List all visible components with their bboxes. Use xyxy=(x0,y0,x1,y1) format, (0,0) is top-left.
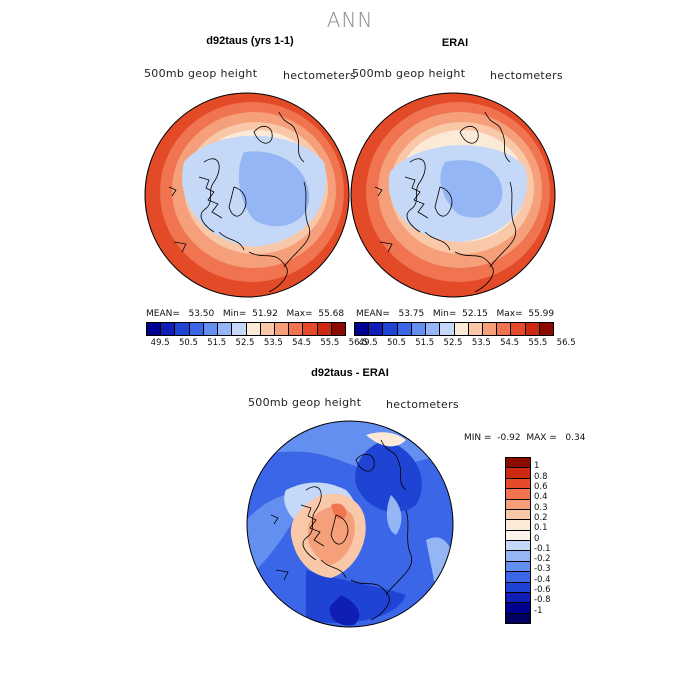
colorbar-swatch xyxy=(525,323,540,335)
colorbar-diff-ticks: 1 0.8 0.6 0.4 0.3 0.2 0.1 0 -0.1 -0.2 -0.3 -0.4 -0.6… xyxy=(534,457,574,622)
colorbar-swatch xyxy=(397,323,412,335)
colorbar-swatch xyxy=(506,499,530,510)
colorbar-tick-label: 49.5 xyxy=(358,338,378,348)
colorbar-tick-label: 0.6 xyxy=(534,481,548,492)
colorbar-right xyxy=(354,322,554,336)
colorbar-swatch xyxy=(506,468,530,479)
colorbar-swatch xyxy=(426,323,441,335)
polar-map-left xyxy=(144,92,350,298)
colorbar-swatch xyxy=(506,572,530,583)
colorbar-tick-label: 49.5 xyxy=(150,338,170,348)
colorbar-swatch xyxy=(497,323,512,335)
colorbar-swatch xyxy=(511,323,526,335)
colorbar-swatch xyxy=(303,323,318,335)
colorbar-right-ticks: 49.5 50.5 51.5 52.5 53.5 54.5 55.5 56.5 xyxy=(354,338,576,350)
colorbar-swatch xyxy=(468,323,483,335)
colorbar-swatch xyxy=(506,489,530,500)
colorbar-swatch xyxy=(369,323,384,335)
colorbar-swatch xyxy=(147,323,162,335)
colorbar-diff xyxy=(505,457,531,624)
colorbar-swatch xyxy=(506,582,530,593)
colorbar-swatch xyxy=(506,551,530,562)
colorbar-swatch xyxy=(355,323,370,335)
colorbar-tick-label: 0.3 xyxy=(534,502,548,513)
colorbar-tick-label: 1 xyxy=(534,461,540,472)
colorbar-swatch xyxy=(506,603,530,614)
colorbar-tick-label: 51.5 xyxy=(415,338,435,348)
colorbar-tick-label: 52.5 xyxy=(235,338,255,348)
colorbar-swatch xyxy=(161,323,176,335)
colorbar-tick-label: -0.8 xyxy=(534,595,551,606)
colorbar-tick-label: 56.5 xyxy=(556,338,576,348)
panel-title-right: ERAI xyxy=(441,37,469,49)
colorbar-swatch xyxy=(506,478,530,490)
colorbar-left xyxy=(146,322,346,336)
colorbar-tick-label: 50.5 xyxy=(178,338,198,348)
colorbar-swatch xyxy=(411,323,427,335)
stats-right: MEAN= 53.75 Min= 52.15 Max= 55.99 xyxy=(356,309,555,319)
colorbar-swatch xyxy=(506,561,530,573)
colorbar-swatch xyxy=(232,323,247,335)
colorbar-tick-label: 55.5 xyxy=(320,338,340,348)
colorbar-swatch xyxy=(482,323,498,335)
colorbar-swatch xyxy=(383,323,398,335)
colorbar-tick-label: 0.4 xyxy=(534,492,548,503)
colorbar-swatch xyxy=(218,323,233,335)
colorbar-swatch xyxy=(506,520,530,531)
main-title: ANN xyxy=(326,8,374,32)
diff-units-label: hectometers xyxy=(386,398,459,411)
colorbar-swatch xyxy=(203,323,219,335)
colorbar-swatch xyxy=(246,323,261,335)
colorbar-swatch xyxy=(506,509,530,521)
colorbar-swatch xyxy=(506,613,530,623)
colorbar-tick-label: 51.5 xyxy=(207,338,227,348)
colorbar-tick-label: -0.6 xyxy=(534,585,551,596)
panel-right-units-label: hectometers xyxy=(490,69,563,82)
colorbar-tick-label: -0.4 xyxy=(534,574,551,585)
diff-stats: MIN = -0.92 MAX = 0.34 xyxy=(464,433,586,443)
colorbar-tick-label: 53.5 xyxy=(471,338,491,348)
colorbar-swatch xyxy=(539,323,554,335)
colorbar-swatch xyxy=(274,323,290,335)
colorbar-swatch xyxy=(506,592,530,604)
colorbar-swatch xyxy=(175,323,190,335)
colorbar-swatch xyxy=(331,323,346,335)
colorbar-tick-label: 0.2 xyxy=(534,512,548,523)
colorbar-tick-label: 53.5 xyxy=(263,338,283,348)
stats-left: MEAN= 53.50 Min= 51.92 Max= 55.68 xyxy=(146,309,345,319)
colorbar-swatch xyxy=(506,530,530,541)
colorbar-left-ticks: 49.5 50.5 51.5 52.5 53.5 54.5 55.5 56.5 xyxy=(146,338,368,350)
colorbar-tick-label: 54.5 xyxy=(500,338,520,348)
colorbar-swatch xyxy=(289,323,304,335)
colorbar-tick-label: 50.5 xyxy=(386,338,406,348)
colorbar-tick-label: 0.1 xyxy=(534,523,548,534)
colorbar-tick-label: -0.3 xyxy=(534,564,551,575)
colorbar-swatch xyxy=(440,323,455,335)
colorbar-tick-label: -0.1 xyxy=(534,543,551,554)
colorbar-tick-label: 0.8 xyxy=(534,471,548,482)
colorbar-swatch xyxy=(506,541,530,552)
diff-variable-label: 500mb geop height xyxy=(248,396,362,409)
panel-left-units-label: hectometers xyxy=(283,69,356,82)
colorbar-swatch xyxy=(189,323,204,335)
diff-panel-title: d92taus - ERAI xyxy=(311,367,389,379)
colorbar-swatch xyxy=(317,323,332,335)
colorbar-tick-label: 55.5 xyxy=(528,338,548,348)
colorbar-swatch xyxy=(454,323,469,335)
polar-map-right xyxy=(350,92,556,298)
polar-map-diff xyxy=(246,420,454,628)
colorbar-tick-label: -1 xyxy=(534,605,543,616)
panel-right-variable-label: 500mb geop height xyxy=(352,67,466,80)
colorbar-tick-label: 54.5 xyxy=(292,338,312,348)
colorbar-tick-label: 56.5 xyxy=(348,338,368,348)
colorbar-swatch xyxy=(506,458,530,469)
colorbar-tick-label: 0 xyxy=(534,533,540,544)
panel-left-variable-label: 500mb geop height xyxy=(144,67,258,80)
colorbar-tick-label: -0.2 xyxy=(534,554,551,565)
panel-title-left: d92taus (yrs 1-1) xyxy=(206,35,294,47)
colorbar-tick-label: 52.5 xyxy=(443,338,463,348)
colorbar-swatch xyxy=(260,323,275,335)
